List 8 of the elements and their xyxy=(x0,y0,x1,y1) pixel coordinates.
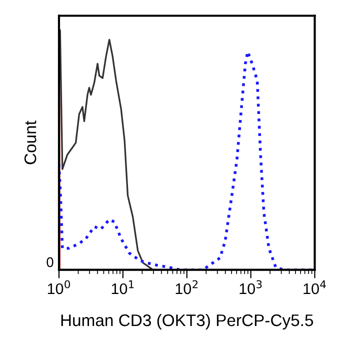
x-tick-label: 10$^{1}$ xyxy=(112,280,134,294)
x-tick-label: 10$^{4}$ xyxy=(304,280,326,294)
x-tick-label: 10$^{3}$ xyxy=(240,280,262,294)
x-tick-label: 10$^{0}$ xyxy=(48,280,70,294)
text: 0 xyxy=(46,257,54,268)
y-axis-title: Count xyxy=(24,120,36,164)
x-axis-title: Human CD3 (OKT3) PerCP-Cy5.5 xyxy=(61,314,314,330)
x-tick-label: 10$^{2}$ xyxy=(176,280,198,294)
